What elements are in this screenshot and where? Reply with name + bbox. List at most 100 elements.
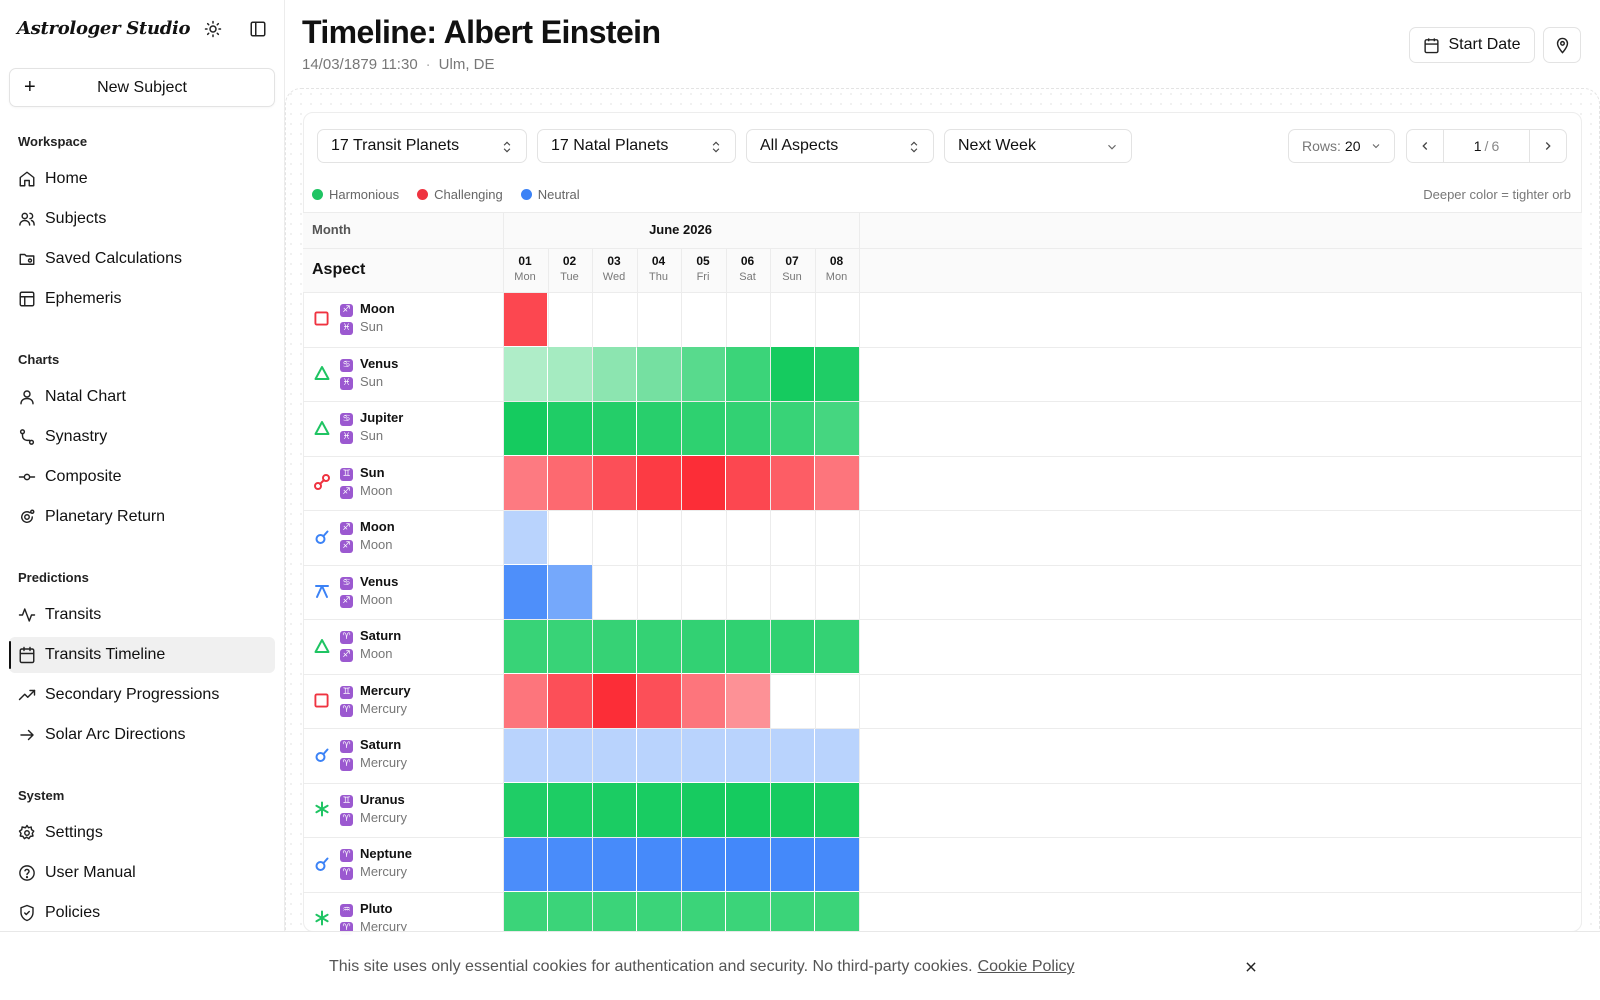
timeline-cell[interactable]: [592, 892, 636, 931]
timeline-cell[interactable]: [726, 783, 770, 837]
aspect-row-label[interactable]: ♈ Neptune ♈ Mercury: [303, 837, 503, 891]
timeline-cell[interactable]: [726, 674, 770, 728]
timeline-cell[interactable]: [681, 347, 725, 401]
aspect-row-label[interactable]: ♈ Saturn ♐ Moon: [303, 619, 503, 673]
timeline-cell[interactable]: [503, 837, 547, 891]
timeline-cell[interactable]: [503, 510, 547, 564]
timeline-cell[interactable]: [503, 728, 547, 782]
aspect-row-label[interactable]: ♋ Jupiter ♓ Sun: [303, 401, 503, 455]
timeline-cell[interactable]: [815, 401, 859, 455]
sidebar-toggle-icon[interactable]: [247, 18, 269, 40]
next-page-button[interactable]: [1529, 130, 1566, 162]
transit-planets-select[interactable]: 17 Transit Planets: [317, 129, 527, 163]
aspect-row-label[interactable]: ♐ Moon ♓ Sun: [303, 292, 503, 346]
timeline-cell[interactable]: [681, 728, 725, 782]
sun-icon[interactable]: [202, 18, 224, 40]
timeline-cell[interactable]: [815, 892, 859, 931]
timeline-cell[interactable]: [770, 347, 814, 401]
sidebar-item-saved-calculations[interactable]: Saved Calculations: [9, 241, 275, 277]
timeline-cell[interactable]: [815, 837, 859, 891]
timeline-cell[interactable]: [637, 728, 681, 782]
timeline-cell[interactable]: [503, 347, 547, 401]
timeline-cell[interactable]: [592, 456, 636, 510]
timeline-cell[interactable]: [548, 401, 592, 455]
aspect-row-label[interactable]: ♈ Saturn ♈ Mercury: [303, 728, 503, 782]
timeline-cell[interactable]: [637, 347, 681, 401]
timeline-cell[interactable]: [637, 619, 681, 673]
timeline-cell[interactable]: [726, 892, 770, 931]
timeline-cell[interactable]: [548, 837, 592, 891]
new-subject-button[interactable]: + New Subject: [9, 68, 275, 107]
timeline-cell[interactable]: [681, 837, 725, 891]
timeline-cell[interactable]: [503, 565, 547, 619]
timeline-cell[interactable]: [770, 456, 814, 510]
aspect-row-label[interactable]: ♋ Venus ♓ Sun: [303, 347, 503, 401]
timeline-cell[interactable]: [726, 619, 770, 673]
range-select[interactable]: Next Week: [944, 129, 1132, 163]
timeline-cell[interactable]: [592, 401, 636, 455]
aspects-select[interactable]: All Aspects: [746, 129, 934, 163]
timeline-cell[interactable]: [637, 456, 681, 510]
sidebar-item-subjects[interactable]: Subjects: [9, 201, 275, 237]
timeline-cell[interactable]: [681, 456, 725, 510]
timeline-cell[interactable]: [770, 837, 814, 891]
timeline-cell[interactable]: [592, 728, 636, 782]
sidebar-item-transits[interactable]: Transits: [9, 597, 275, 633]
timeline-cell[interactable]: [592, 783, 636, 837]
aspect-row-label[interactable]: ♒ Pluto ♈ Mercury: [303, 892, 503, 946]
timeline-cell[interactable]: [815, 619, 859, 673]
timeline-cell[interactable]: [681, 892, 725, 931]
timeline-cell[interactable]: [548, 728, 592, 782]
timeline-cell[interactable]: [548, 783, 592, 837]
timeline-cell[interactable]: [548, 347, 592, 401]
sidebar-item-secondary-progressions[interactable]: Secondary Progressions: [9, 677, 275, 713]
timeline-cell[interactable]: [503, 783, 547, 837]
timeline-cell[interactable]: [503, 674, 547, 728]
timeline-cell[interactable]: [548, 674, 592, 728]
timeline-cell[interactable]: [726, 401, 770, 455]
timeline-cell[interactable]: [681, 401, 725, 455]
timeline-cell[interactable]: [770, 783, 814, 837]
sidebar-item-synastry[interactable]: Synastry: [9, 419, 275, 455]
timeline-cell[interactable]: [681, 619, 725, 673]
sidebar-item-ephemeris[interactable]: Ephemeris: [9, 281, 275, 317]
sidebar-item-composite[interactable]: Composite: [9, 459, 275, 495]
timeline-cell[interactable]: [815, 728, 859, 782]
timeline-cell[interactable]: [592, 619, 636, 673]
timeline-cell[interactable]: [548, 565, 592, 619]
aspect-row-label[interactable]: ♐ Moon ♐ Moon: [303, 510, 503, 564]
timeline-cell[interactable]: [637, 837, 681, 891]
timeline-cell[interactable]: [637, 674, 681, 728]
aspect-row-label[interactable]: ♊ Sun ♐ Moon: [303, 456, 503, 510]
prev-page-button[interactable]: [1407, 130, 1444, 162]
timeline-cell[interactable]: [503, 401, 547, 455]
timeline-cell[interactable]: [637, 401, 681, 455]
timeline-cell[interactable]: [592, 837, 636, 891]
aspect-row-label[interactable]: ♊ Mercury ♈ Mercury: [303, 674, 503, 728]
timeline-cell[interactable]: [681, 783, 725, 837]
timeline-cell[interactable]: [815, 783, 859, 837]
timeline-cell[interactable]: [815, 347, 859, 401]
location-button[interactable]: [1543, 27, 1581, 63]
timeline-cell[interactable]: [726, 347, 770, 401]
natal-planets-select[interactable]: 17 Natal Planets: [537, 129, 736, 163]
timeline-cell[interactable]: [503, 456, 547, 510]
timeline-cell[interactable]: [503, 292, 547, 346]
sidebar-item-home[interactable]: Home: [9, 161, 275, 197]
start-date-button[interactable]: Start Date: [1409, 27, 1535, 63]
brand-logo[interactable]: Astrologer Studio: [17, 18, 191, 39]
sidebar-item-natal-chart[interactable]: Natal Chart: [9, 379, 275, 415]
sidebar-item-settings[interactable]: Settings: [9, 815, 275, 851]
timeline-cell[interactable]: [726, 456, 770, 510]
timeline-cell[interactable]: [503, 892, 547, 931]
aspect-row-label[interactable]: ♊ Uranus ♈ Mercury: [303, 783, 503, 837]
timeline-cell[interactable]: [770, 619, 814, 673]
timeline-cell[interactable]: [548, 619, 592, 673]
timeline-cell[interactable]: [815, 456, 859, 510]
timeline-cell[interactable]: [548, 892, 592, 931]
timeline-cell[interactable]: [770, 892, 814, 931]
timeline-cell[interactable]: [548, 456, 592, 510]
aspect-row-label[interactable]: ♋ Venus ♐ Moon: [303, 565, 503, 619]
timeline-cell[interactable]: [681, 674, 725, 728]
timeline-cell[interactable]: [726, 837, 770, 891]
